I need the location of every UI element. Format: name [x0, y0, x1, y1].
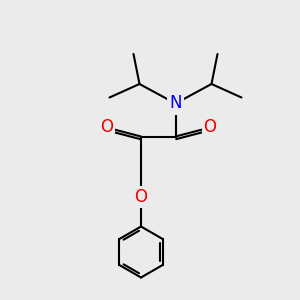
Text: N: N	[169, 94, 182, 112]
Text: O: O	[100, 118, 113, 136]
Text: O: O	[134, 188, 148, 206]
Text: O: O	[203, 118, 217, 136]
